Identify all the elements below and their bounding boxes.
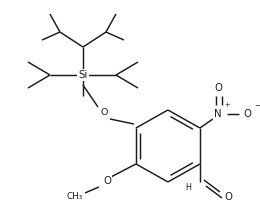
Text: O: O <box>224 192 232 202</box>
Text: +: + <box>224 102 230 108</box>
Text: Si: Si <box>78 70 88 80</box>
Text: N: N <box>214 109 222 119</box>
Text: H: H <box>185 184 191 193</box>
Text: −: − <box>254 103 260 109</box>
Text: O: O <box>103 176 111 186</box>
Text: O: O <box>243 109 251 119</box>
Text: O: O <box>100 109 108 118</box>
Text: O: O <box>214 83 222 93</box>
Text: CH₃: CH₃ <box>67 192 83 201</box>
